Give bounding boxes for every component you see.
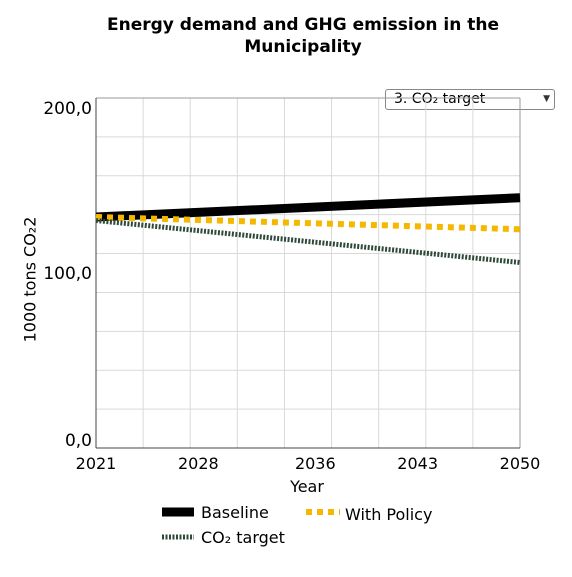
y-tick-label: 100,0: [43, 264, 92, 284]
legend-label: Baseline: [201, 503, 269, 522]
x-tick-label: 2043: [397, 454, 438, 473]
scenario-select-value: 3. CO₂ target: [394, 91, 486, 107]
chart-title: Energy demand and GHG emission in the Mu…: [60, 14, 546, 58]
x-tick-label: 2036: [295, 454, 336, 473]
legend-label: With Policy: [345, 505, 432, 524]
series-line-co-target: [95, 218, 521, 265]
series-line-with-policy: [95, 214, 521, 233]
x-tick-label: 2050: [500, 454, 541, 473]
scenario-select[interactable]: 3. CO₂ target ▼: [385, 89, 555, 110]
series-line-baseline: [95, 193, 521, 222]
x-tick-label: 2021: [76, 454, 117, 473]
legend-label: CO₂ target: [201, 528, 285, 547]
y-tick-label: 0,0: [65, 431, 92, 451]
chart-title-line-2: Municipality: [244, 37, 362, 57]
x-axis-label: Year: [290, 477, 324, 496]
chart-title-line-1: Energy demand and GHG emission in the: [106, 15, 500, 35]
x-tick-label: 2028: [178, 454, 219, 473]
y-tick-label: 200,0: [43, 99, 92, 119]
chevron-down-icon: ▼: [543, 94, 550, 104]
